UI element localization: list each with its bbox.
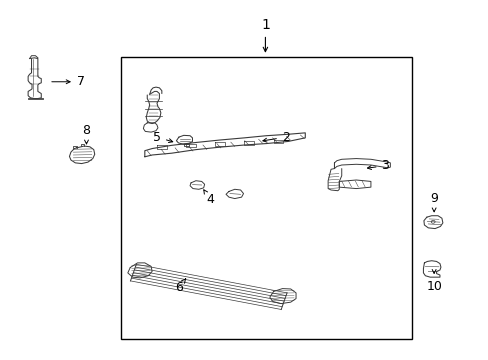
Text: 4: 4 xyxy=(203,190,214,206)
Bar xyxy=(120,57,411,339)
Text: 8: 8 xyxy=(82,124,90,144)
Text: 2: 2 xyxy=(263,131,289,144)
Text: 5: 5 xyxy=(153,131,172,144)
Text: 7: 7 xyxy=(52,75,84,88)
Text: 6: 6 xyxy=(175,279,185,294)
Text: 1: 1 xyxy=(261,18,269,52)
Text: 9: 9 xyxy=(429,192,437,212)
Text: 3: 3 xyxy=(366,159,388,172)
Text: 10: 10 xyxy=(426,270,441,293)
